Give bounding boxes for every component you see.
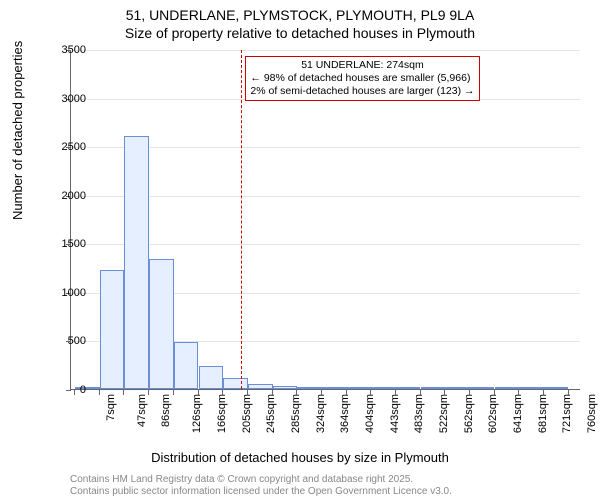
callout-line-1: ← 98% of detached houses are smaller (5,… [250,72,474,85]
y-tick-label: 3000 [46,93,86,105]
histogram-bar [174,342,198,389]
x-tick-label: 522sqm [438,394,450,433]
x-tickmark [198,390,199,395]
x-tick-label: 126sqm [192,394,204,433]
title-line-2: Size of property relative to detached ho… [0,24,600,42]
x-tick-label: 86sqm [161,394,173,427]
histogram-bar [100,270,124,389]
histogram-bar [371,387,395,389]
x-tick-label: 324sqm [315,394,327,433]
chart-container: 51, UNDERLANE, PLYMSTOCK, PLYMOUTH, PL9 … [0,0,600,500]
x-tick-label: 166sqm [216,394,228,433]
histogram-bar [223,378,247,389]
x-tickmark [469,390,470,395]
x-tick-label: 641sqm [512,394,524,433]
x-tickmark [148,390,149,395]
x-tick-label: 7sqm [105,394,117,421]
x-tick-label: 721sqm [562,394,574,433]
y-tick-label: 500 [46,335,86,347]
histogram-bar [470,387,494,389]
x-axis-label: Distribution of detached houses by size … [0,450,600,465]
callout-line-2: 2% of semi-detached houses are larger (1… [250,85,474,98]
chart-area: 51 UNDERLANE: 274sqm← 98% of detached ho… [70,50,580,430]
x-tickmark [321,390,322,395]
x-tickmark [518,390,519,395]
callout-title: 51 UNDERLANE: 274sqm [250,59,474,72]
histogram-bar [297,387,321,389]
histogram-bar [445,387,469,389]
histogram-bar [421,387,445,389]
x-tick-label: 681sqm [537,394,549,433]
histogram-bar [396,387,420,389]
marker-callout: 51 UNDERLANE: 274sqm← 98% of detached ho… [245,56,479,101]
x-tickmark [99,390,100,395]
x-tick-label: 285sqm [290,394,302,433]
x-tick-label: 602sqm [488,394,500,433]
x-tickmark [346,390,347,395]
histogram-bar [124,136,148,389]
x-tickmark [247,390,248,395]
x-tick-label: 760sqm [586,394,598,433]
x-tick-label: 205sqm [241,394,253,433]
y-tick-label: 2000 [46,190,86,202]
marker-line [241,50,242,389]
histogram-bar [149,259,173,389]
x-tick-label: 47sqm [136,394,148,427]
x-tick-label: 245sqm [266,394,278,433]
plot-region: 51 UNDERLANE: 274sqm← 98% of detached ho… [70,50,580,390]
x-tickmark [272,390,273,395]
histogram-bar [544,387,568,389]
x-tick-label: 404sqm [364,394,376,433]
x-tickmark [568,390,569,395]
y-axis-label: Number of detached properties [10,41,25,220]
histogram-bar [199,366,223,389]
x-tick-label: 562sqm [463,394,475,433]
x-tickmark [173,390,174,395]
y-tick-label: 1000 [46,287,86,299]
histogram-bar [248,384,272,389]
x-tick-label: 483sqm [414,394,426,433]
x-tickmark [123,390,124,395]
footer-line-1: Contains HM Land Registry data © Crown c… [70,474,452,486]
gridline [71,50,580,51]
x-tick-label: 443sqm [389,394,401,433]
x-tickmark [444,390,445,395]
footer: Contains HM Land Registry data © Crown c… [70,474,452,498]
x-tickmark [494,390,495,395]
titles: 51, UNDERLANE, PLYMSTOCK, PLYMOUTH, PL9 … [0,0,600,42]
x-tickmark [222,390,223,395]
y-tick-label: 0 [46,384,86,396]
title-line-1: 51, UNDERLANE, PLYMSTOCK, PLYMOUTH, PL9 … [0,6,600,24]
x-tickmark [296,390,297,395]
x-tickmark [370,390,371,395]
footer-line-2: Contains public sector information licen… [70,486,452,498]
histogram-bar [322,387,346,389]
x-tickmark [395,390,396,395]
y-tick-label: 2500 [46,141,86,153]
histogram-bar [273,386,297,389]
x-tickmark [543,390,544,395]
histogram-bar [519,387,543,389]
histogram-bar [495,387,519,389]
x-tick-label: 364sqm [340,394,352,433]
histogram-bar [347,387,371,389]
y-tick-label: 1500 [46,238,86,250]
y-tick-label: 3500 [46,44,86,56]
x-tickmark [420,390,421,395]
